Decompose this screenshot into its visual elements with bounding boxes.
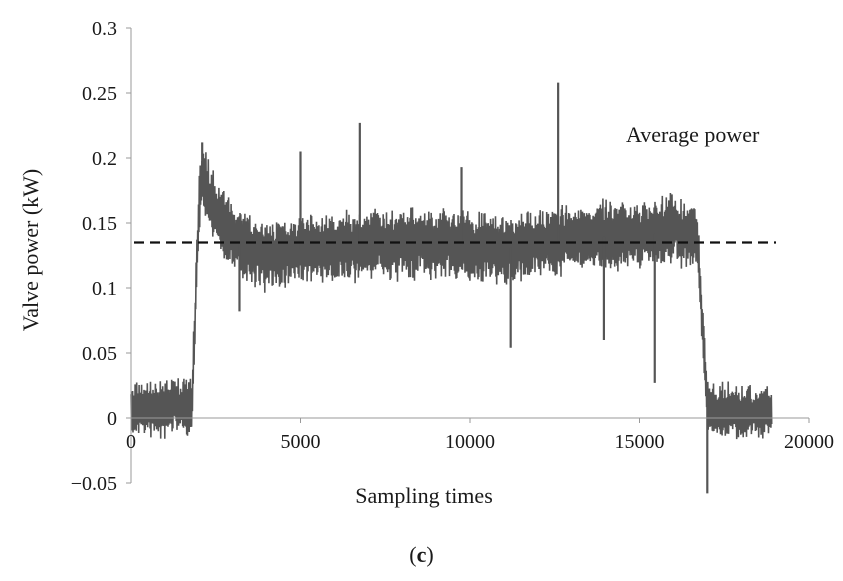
panel-close: ) xyxy=(426,542,434,567)
average-power-annotation: Average power xyxy=(626,122,760,147)
x-tick-label: 5000 xyxy=(281,431,321,453)
plot-data-layer xyxy=(130,82,776,494)
x-tick-label: 0 xyxy=(126,431,136,453)
x-axis-title: Sampling times xyxy=(355,483,493,508)
y-axis-title: Valve power (kW) xyxy=(18,169,43,332)
y-tick-label: 0.25 xyxy=(82,83,117,105)
valve-power-series xyxy=(130,152,773,440)
y-tick-label: 0.2 xyxy=(92,148,117,170)
y-tick-label: 0.05 xyxy=(82,343,117,365)
panel-open: ( xyxy=(409,542,417,567)
x-axis: 0 5000 10000 15000 20000 xyxy=(126,417,834,453)
y-tick-label: 0 xyxy=(107,408,117,430)
y-tick-label: 0.15 xyxy=(82,213,117,235)
panel-label: (c) xyxy=(0,542,843,568)
x-tick-label: 15000 xyxy=(615,431,665,453)
panel-letter: c xyxy=(416,542,427,567)
chart: 0.3 0.25 0.2 0.15 0.1 0.05 0 −0.05 0 5000 10000 15… xyxy=(18,18,834,508)
y-tick-label: 0.1 xyxy=(92,278,117,300)
x-tick-label: 20000 xyxy=(784,431,834,453)
x-tick-label: 10000 xyxy=(445,431,495,453)
y-tick-label: 0.3 xyxy=(92,18,117,40)
y-tick-label: −0.05 xyxy=(71,473,117,495)
y-axis: 0.3 0.25 0.2 0.15 0.1 0.05 0 −0.05 xyxy=(71,18,132,495)
